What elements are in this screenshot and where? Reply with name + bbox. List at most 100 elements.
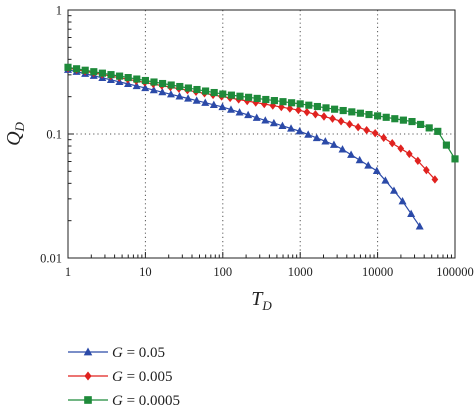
series-group [64,63,459,230]
y-axis-title-subscript: D [12,121,27,132]
data-point [252,113,261,121]
x-axis-title-main: T [251,288,264,310]
data-point [295,105,302,115]
data-point [260,99,268,109]
data-point [347,150,356,158]
data-point [312,110,319,119]
data-point [245,93,253,101]
data-point [322,104,330,112]
data-point [388,138,396,148]
tick-labels: 1 10 100 1000 10000 100000 0.01 0.1 1 [40,4,474,280]
grid-lines [68,10,455,258]
y-tick-label: 1 [56,4,62,18]
data-point [107,71,115,79]
data-point [398,197,407,205]
legend-marker [84,371,92,381]
data-point [133,75,141,83]
data-point [405,149,413,159]
data-point [286,104,294,113]
series-line [67,69,421,227]
data-point [218,102,227,111]
legend-item: G = 0.005 [68,369,173,385]
data-point [397,144,405,153]
x-tick-label: 100 [213,265,232,279]
legend-label-variable: G [112,369,123,385]
data-point [253,94,261,102]
legend-item: G = 0.05 [68,345,165,361]
data-point [391,115,399,123]
data-point [374,112,382,120]
data-point [159,79,167,88]
axis-ticks [67,9,456,259]
y-tick-label: 0.1 [46,128,62,142]
legend-item: G = 0.0005 [68,393,180,409]
y-tick-label: 0.01 [40,252,62,266]
data-point [321,137,330,145]
data-point [407,209,416,217]
data-point [372,166,381,174]
data-point [305,101,313,109]
data-point [141,76,149,85]
data-point [202,87,210,95]
data-point [303,107,311,117]
series-line [67,66,456,160]
data-point [227,91,235,99]
data-point [158,87,167,96]
data-point [431,175,439,184]
data-point [354,122,362,132]
legend-label: G = 0.0005 [112,393,180,409]
data-point [244,110,253,119]
data-point [371,128,379,138]
data-point [296,100,304,108]
data-point [149,85,158,94]
data-point [408,117,416,126]
data-point [141,83,150,92]
legend-label-value: = 0.005 [123,369,173,385]
data-point [337,117,345,126]
data-point [235,108,244,116]
data-point [81,66,89,74]
legend-marker [84,396,92,404]
data-point [209,100,218,108]
legend-label-variable: G [112,345,123,361]
data-point [236,92,244,100]
data-point [442,141,450,149]
data-point [262,95,270,104]
data-point [201,98,210,106]
data-point [399,116,407,124]
data-point [116,72,124,80]
x-tick-label: 100000 [436,265,474,279]
legend-label: G = 0.005 [112,369,173,385]
data-point [434,127,442,135]
data-point [192,96,201,104]
legend-marker [83,347,93,356]
y-axis-title: QD [3,121,27,145]
series-2 [64,63,459,163]
data-point [356,109,364,117]
x-tick-label: 10 [139,265,152,279]
data-point [312,133,321,142]
data-point [355,155,364,164]
data-point [304,130,313,138]
x-tick-label: 1000 [288,265,313,279]
data-point [64,63,72,71]
data-point [243,96,251,106]
data-point [98,69,106,77]
data-point [73,65,81,73]
legend-label-variable: G [112,393,123,409]
data-point [90,68,98,76]
x-axis-title-subscript: D [261,298,272,313]
legend-label: G = 0.05 [112,345,165,361]
data-point [380,133,388,143]
data-point [329,114,336,123]
data-point [210,88,218,97]
data-point [313,102,321,111]
data-point [167,81,175,89]
data-point [270,97,278,105]
data-point [381,176,390,184]
data-point [382,113,390,121]
data-point [184,94,193,102]
data-point [166,90,175,98]
